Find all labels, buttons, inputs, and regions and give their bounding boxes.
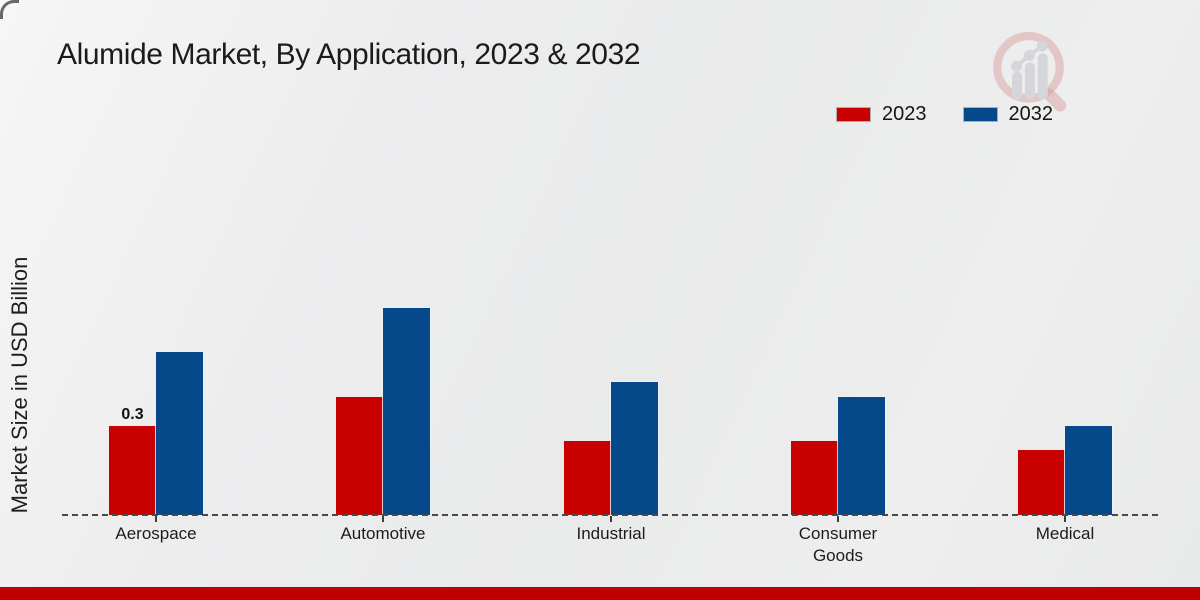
legend-swatch-2023 [836, 107, 871, 122]
x-axis-tick-aerospace [155, 516, 157, 522]
footer-band [0, 587, 1200, 600]
bar-2023-consumer-goods [791, 441, 838, 515]
bar-2023-aerospace [109, 426, 156, 515]
category-label-consumer-goods: Consumer Goods [798, 524, 878, 566]
bar-2023-medical [1018, 450, 1065, 515]
bar-2023-automotive [336, 397, 383, 515]
legend: 2023 2032 [836, 103, 1053, 126]
chart-title: Alumide Market, By Application, 2023 & 2… [57, 38, 641, 71]
legend-item-2032: 2032 [962, 103, 1054, 126]
x-axis-tick-medical [1064, 516, 1066, 522]
legend-swatch-2032 [962, 107, 998, 122]
bar-2032-medical [1065, 426, 1112, 515]
bar-value-label-aerospace-2023: 0.3 [121, 406, 144, 423]
category-label-industrial: Industrial [576, 524, 646, 543]
x-axis-tick-industrial [610, 516, 612, 522]
legend-label: 2032 [1008, 103, 1054, 125]
x-axis-tick-automotive [382, 516, 384, 522]
category-label-automotive: Automotive [340, 524, 426, 543]
bar-2032-aerospace [156, 352, 203, 515]
bar-2023-industrial [564, 441, 611, 515]
category-label-aerospace: Aerospace [115, 524, 197, 543]
x-axis-tick-consumer-goods [837, 516, 839, 522]
x-axis-baseline [62, 514, 1158, 516]
corner-artifact [0, 0, 19, 19]
bar-2032-automotive [383, 308, 430, 515]
brand-watermark-icon [993, 31, 1067, 112]
bar-2032-industrial [611, 382, 658, 515]
bar-2032-consumer-goods [838, 397, 885, 515]
category-label-medical: Medical [1035, 524, 1095, 543]
legend-label: 2023 [882, 103, 927, 125]
legend-item-2023: 2023 [836, 103, 927, 126]
